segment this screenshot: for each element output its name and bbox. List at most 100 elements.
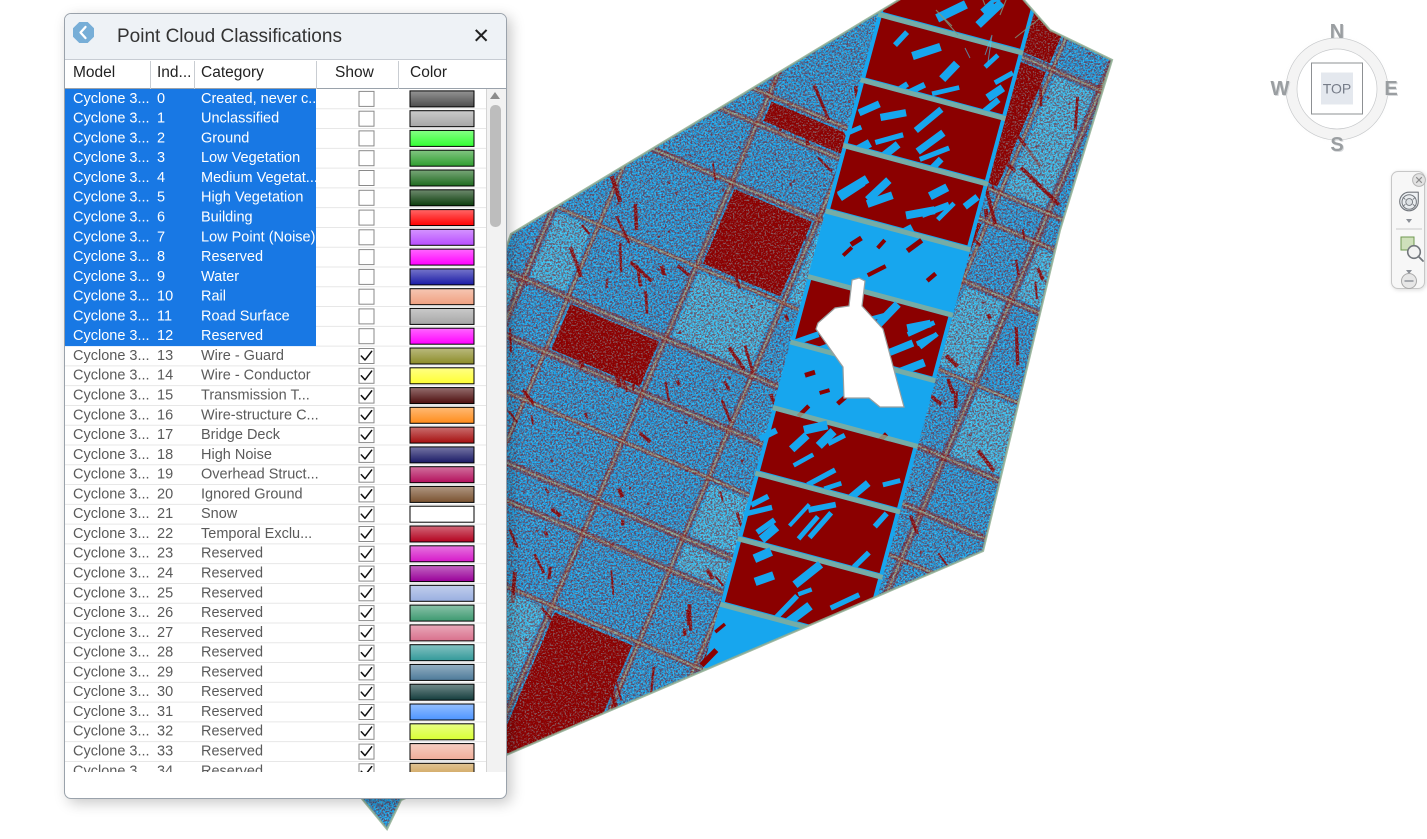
svg-text:Wire-structure C...: Wire-structure C... (201, 407, 319, 423)
svg-text:14: 14 (157, 368, 173, 384)
svg-text:27: 27 (157, 625, 173, 641)
svg-text:9: 9 (157, 269, 165, 285)
svg-text:Cyclone 3...: Cyclone 3... (73, 763, 150, 772)
svg-text:Reserved: Reserved (201, 249, 263, 265)
svg-text:Cyclone 3...: Cyclone 3... (73, 407, 150, 423)
svg-text:Cyclone 3...: Cyclone 3... (73, 229, 150, 245)
svg-text:Cyclone 3...: Cyclone 3... (73, 289, 150, 305)
svg-text:28: 28 (157, 645, 173, 661)
svg-text:22: 22 (157, 526, 173, 542)
svg-text:26: 26 (157, 605, 173, 621)
svg-text:6: 6 (157, 210, 165, 226)
svg-text:Reserved: Reserved (201, 645, 263, 661)
svg-text:Cyclone 3...: Cyclone 3... (73, 130, 150, 146)
svg-text:7: 7 (157, 229, 165, 245)
svg-text:17: 17 (157, 427, 173, 443)
svg-text:Cyclone 3...: Cyclone 3... (73, 210, 150, 226)
svg-text:Cyclone 3...: Cyclone 3... (73, 269, 150, 285)
svg-text:Reserved: Reserved (201, 546, 263, 562)
svg-text:Ignored Ground: Ignored Ground (201, 486, 303, 502)
svg-text:3: 3 (157, 150, 165, 166)
svg-text:Cyclone 3...: Cyclone 3... (73, 447, 150, 463)
svg-text:Reserved: Reserved (201, 605, 263, 621)
svg-text:Reserved: Reserved (201, 704, 263, 720)
svg-text:S: S (1330, 134, 1343, 156)
svg-text:Cyclone 3...: Cyclone 3... (73, 308, 150, 324)
svg-text:Reserved: Reserved (201, 328, 263, 344)
svg-text:Cyclone 3...: Cyclone 3... (73, 526, 150, 542)
svg-text:Cyclone 3...: Cyclone 3... (73, 486, 150, 502)
svg-text:Cyclone 3...: Cyclone 3... (73, 546, 150, 562)
svg-text:31: 31 (157, 704, 173, 720)
svg-text:Wire - Conductor: Wire - Conductor (201, 368, 311, 384)
svg-text:16: 16 (157, 407, 173, 423)
svg-text:Cyclone 3...: Cyclone 3... (73, 684, 150, 700)
svg-text:Cyclone 3...: Cyclone 3... (73, 388, 150, 404)
svg-text:Reserved: Reserved (201, 566, 263, 582)
svg-text:Cyclone 3...: Cyclone 3... (73, 249, 150, 265)
svg-text:1: 1 (157, 111, 165, 127)
svg-text:Cyclone 3...: Cyclone 3... (73, 566, 150, 582)
svg-text:Low Vegetation: Low Vegetation (201, 150, 300, 166)
svg-text:12: 12 (157, 328, 173, 344)
svg-text:Cyclone 3...: Cyclone 3... (73, 427, 150, 443)
svg-text:Temporal Exclu...: Temporal Exclu... (201, 526, 312, 542)
svg-text:11: 11 (157, 308, 172, 324)
svg-text:Building: Building (201, 210, 253, 226)
svg-text:Reserved: Reserved (201, 744, 263, 760)
svg-text:Cyclone 3...: Cyclone 3... (73, 625, 150, 641)
svg-text:2: 2 (157, 130, 165, 146)
svg-text:10: 10 (157, 289, 173, 305)
svg-text:Reserved: Reserved (201, 763, 263, 772)
svg-text:Cyclone 3...: Cyclone 3... (73, 645, 150, 661)
svg-text:25: 25 (157, 585, 173, 601)
svg-text:Cyclone 3...: Cyclone 3... (73, 150, 150, 166)
svg-text:Cyclone 3...: Cyclone 3... (73, 605, 150, 621)
svg-text:33: 33 (157, 744, 173, 760)
svg-text:E: E (1384, 78, 1397, 100)
svg-text:Cyclone 3...: Cyclone 3... (73, 328, 150, 344)
svg-text:Cyclone 3...: Cyclone 3... (73, 664, 150, 680)
svg-text:Rail: Rail (201, 289, 226, 305)
svg-text:Cyclone 3...: Cyclone 3... (73, 170, 150, 186)
svg-text:Ground: Ground (201, 130, 249, 146)
svg-text:Reserved: Reserved (201, 664, 263, 680)
svg-text:Cyclone 3...: Cyclone 3... (73, 467, 150, 483)
svg-text:20: 20 (157, 486, 173, 502)
svg-text:Cyclone 3...: Cyclone 3... (73, 585, 150, 601)
svg-text:TOP: TOP (1323, 81, 1352, 97)
svg-text:32: 32 (157, 724, 173, 740)
svg-text:Cyclone 3...: Cyclone 3... (73, 506, 150, 522)
svg-text:21: 21 (157, 506, 173, 522)
svg-text:Cyclone 3...: Cyclone 3... (73, 724, 150, 740)
svg-text:23: 23 (157, 546, 173, 562)
svg-text:Cyclone 3...: Cyclone 3... (73, 348, 150, 364)
svg-text:Overhead Struct...: Overhead Struct... (201, 467, 319, 483)
svg-text:Cyclone 3...: Cyclone 3... (73, 744, 150, 760)
svg-text:Cyclone 3...: Cyclone 3... (73, 91, 150, 107)
svg-text:Reserved: Reserved (201, 625, 263, 641)
svg-text:High Vegetation: High Vegetation (201, 190, 303, 206)
svg-text:30: 30 (157, 684, 173, 700)
svg-text:15: 15 (157, 388, 173, 404)
svg-text:24: 24 (157, 566, 173, 582)
svg-text:Created, never c...: Created, never c... (201, 91, 320, 107)
svg-text:0: 0 (157, 91, 165, 107)
svg-text:5: 5 (157, 190, 165, 206)
svg-text:Cyclone 3...: Cyclone 3... (73, 704, 150, 720)
svg-text:Unclassified: Unclassified (201, 111, 279, 127)
svg-text:4: 4 (157, 170, 165, 186)
svg-text:29: 29 (157, 664, 173, 680)
svg-text:Wire - Guard: Wire - Guard (201, 348, 284, 364)
svg-text:Cyclone 3...: Cyclone 3... (73, 111, 150, 127)
svg-text:34: 34 (157, 763, 173, 772)
svg-text:Low Point (Noise): Low Point (Noise) (201, 229, 315, 245)
svg-text:8: 8 (157, 249, 165, 265)
svg-text:Water: Water (201, 269, 239, 285)
svg-text:Cyclone 3...: Cyclone 3... (73, 190, 150, 206)
svg-text:Bridge Deck: Bridge Deck (201, 427, 281, 443)
svg-text:Cyclone 3...: Cyclone 3... (73, 368, 150, 384)
svg-text:Snow: Snow (201, 506, 238, 522)
svg-text:13: 13 (157, 348, 173, 364)
svg-text:18: 18 (157, 447, 173, 463)
